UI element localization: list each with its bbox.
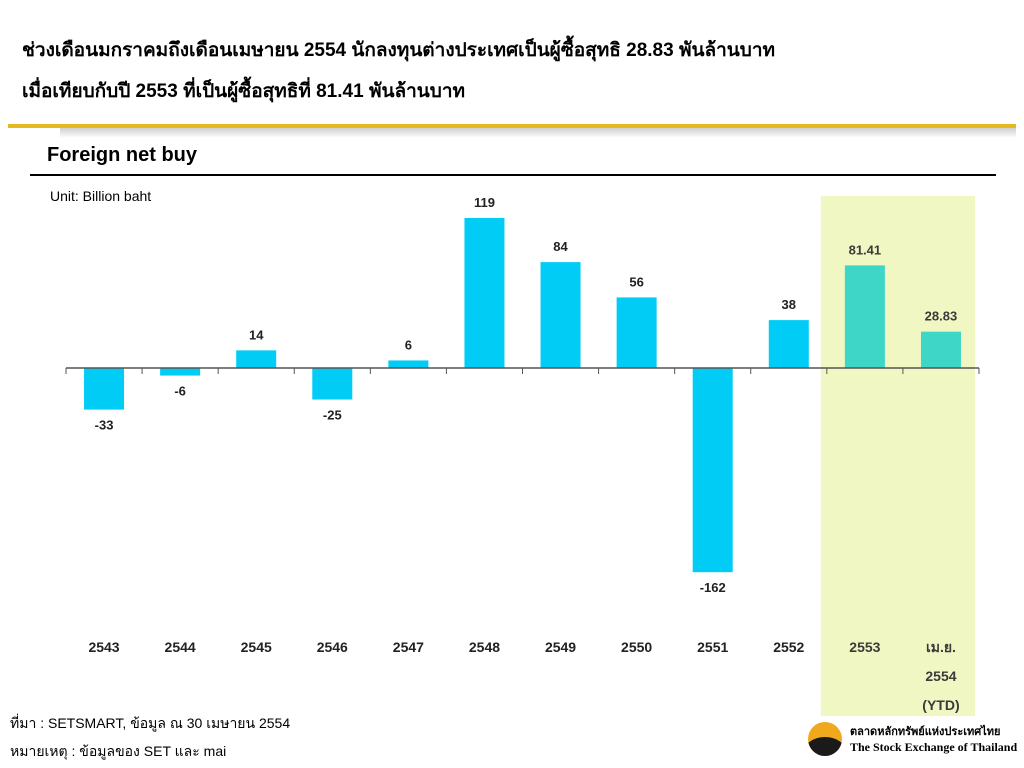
bar-2545 — [236, 350, 277, 368]
panel-title: Foreign net buy — [47, 144, 197, 166]
logo-name-th: ตลาดหลักทรัพย์แห่งประเทศไทย — [850, 726, 1001, 738]
category-label: 2553 — [849, 639, 880, 655]
bar-2548 — [464, 218, 505, 368]
bar-2553 — [844, 265, 885, 368]
value-label: 56 — [629, 274, 643, 289]
set-logo-icon — [808, 722, 842, 756]
unit-label: Unit: Billion baht — [50, 188, 151, 204]
value-label: -162 — [700, 580, 726, 595]
bar-2549 — [540, 262, 581, 368]
bar-2550 — [616, 297, 657, 368]
category-label: 2546 — [317, 639, 348, 655]
value-label: 84 — [553, 239, 568, 254]
bar-2552 — [768, 320, 809, 368]
category-label: 2545 — [241, 639, 272, 655]
bar-2543 — [84, 368, 125, 410]
gold-divider — [8, 124, 1016, 128]
bar-เม.ย. — [920, 331, 961, 368]
source-note: ที่มา : SETSMART, ข้อมูล ณ 30 เมษายน 255… — [10, 715, 291, 731]
bar-2551 — [692, 368, 733, 573]
headline: ช่วงเดือนมกราคมถึงเดือนเมษายน 2554 นักลง… — [22, 30, 1012, 112]
category-label: 2552 — [773, 639, 804, 655]
category-label: 2549 — [545, 639, 576, 655]
category-label: 2554 — [925, 668, 956, 684]
headline-line-2: เมื่อเทียบกับปี 2553 ที่เป็นผู้ซื้อสุทธิ… — [22, 81, 466, 102]
value-label: -6 — [174, 384, 186, 399]
remark-note: หมายเหตุ : ข้อมูลของ SET และ mai — [10, 743, 227, 759]
category-label: เม.ย. — [926, 639, 956, 655]
bar-2546 — [312, 368, 353, 400]
category-label: 2544 — [165, 639, 196, 655]
value-label: 38 — [782, 297, 796, 312]
value-label: 119 — [474, 195, 495, 210]
headline-line-1: ช่วงเดือนมกราคมถึงเดือนเมษายน 2554 นักลง… — [22, 40, 776, 61]
value-label: 14 — [249, 327, 264, 342]
category-label: 2550 — [621, 639, 652, 655]
divider-shadow — [60, 128, 1016, 138]
panel-title-rule — [30, 174, 996, 176]
bar-2544 — [160, 368, 201, 376]
value-label: -25 — [323, 408, 342, 423]
category-label: (YTD) — [922, 697, 959, 713]
value-label: -33 — [95, 418, 114, 433]
category-label: 2547 — [393, 639, 424, 655]
value-label: 81.41 — [849, 242, 882, 257]
value-label: 28.83 — [925, 309, 958, 324]
foreign-net-buy-chart: Unit: Billion baht -33 -6 14 -25 6 119 84 56 -16… — [50, 188, 980, 716]
category-label: 2543 — [88, 639, 119, 655]
logo-name-en: The Stock Exchange of Thailand — [850, 740, 1018, 754]
set-logo: ตลาดหลักทรัพย์แห่งประเทศไทย The Stock Ex… — [808, 720, 1018, 760]
category-label: 2551 — [697, 639, 728, 655]
highlight-background — [820, 196, 975, 716]
category-label: 2548 — [469, 639, 500, 655]
bar-2547 — [388, 360, 429, 368]
value-label: 6 — [405, 337, 412, 352]
